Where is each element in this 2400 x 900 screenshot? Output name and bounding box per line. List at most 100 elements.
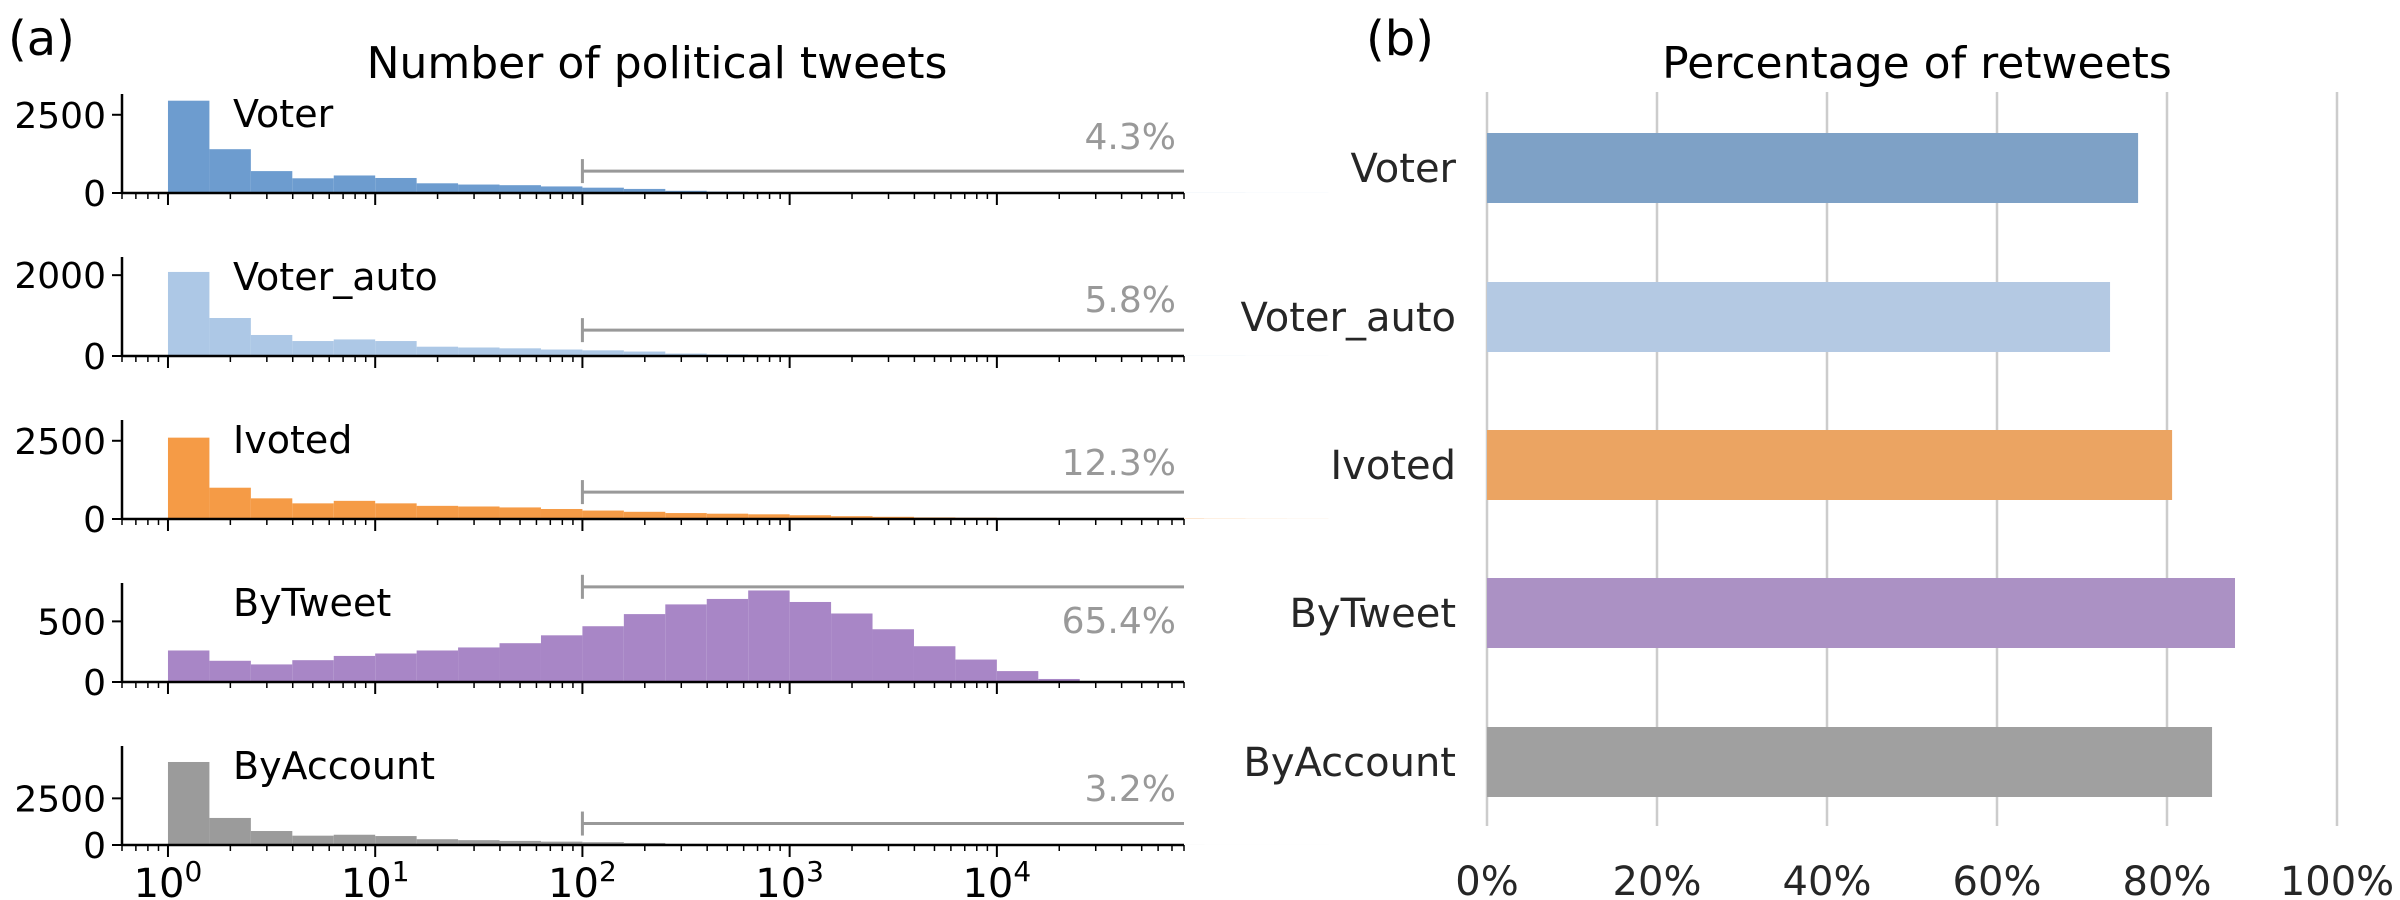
histogram-panel-ivoted: 0 2500 Ivoted 12.3% [14,418,1329,541]
retweet-bar [1487,727,2213,797]
histogram-bar [416,505,459,519]
histogram-bar [540,349,583,356]
histogram-bar [250,171,293,193]
x-tick-label: 20% [1613,859,1702,900]
retweet-bar [1487,430,2173,500]
histogram-bar [540,841,583,845]
histogram-bar [1038,678,1080,682]
category-label: Voter [1351,146,1457,192]
histogram-bar [375,653,417,682]
histogram-bar [375,177,417,193]
histogram-panel-label: Voter [233,92,334,136]
histogram-bar [623,511,666,519]
histogram-bar [623,614,666,682]
histogram-panel-voter: 0 2500 Voter 4.3% [14,92,1329,215]
histogram-bar [499,840,541,845]
histogram-bar [292,178,334,193]
y-tick-label: 0 [83,826,106,867]
histogram-bar [292,660,334,682]
histogram-panel-voter-auto: 0 2000 Voter_auto 5.8% [14,255,1329,378]
y-tick-label: 2000 [14,256,106,297]
y-tick-label: 0 [83,663,106,704]
histogram-bar [458,506,500,519]
histogram-bar [789,515,832,519]
histogram-bar [375,503,417,519]
histogram-bar [416,346,459,356]
histogram-bar [582,842,624,845]
share-annotation: 5.8% [1085,280,1176,321]
category-label: ByTweet [1289,591,1456,637]
share-annotation: 65.4% [1062,601,1176,642]
histogram-bar [167,271,210,356]
histogram-bar [582,350,624,356]
histogram-panel-bytweet: 0 500 ByTweet 65.4% [37,574,1185,704]
histogram-bar [831,613,873,682]
histogram-bar [996,671,1039,682]
histogram-bar [623,188,666,193]
histogram-bar [167,650,210,682]
histogram-panel-label: ByTweet [233,581,391,625]
histogram-bar [209,149,251,193]
histogram-bar [831,516,873,519]
x-tick-label: 103 [755,855,824,900]
histogram-bar [458,840,500,845]
histogram-bar [748,514,790,519]
histogram-bar [167,437,210,519]
histogram-bar [209,318,251,356]
histogram-bar [458,347,500,356]
retweet-bar [1487,282,2111,352]
histogram-bar [582,187,624,193]
retweet-bar [1487,578,2235,648]
histogram-panel-label: Voter_auto [233,255,438,299]
histogram-bar [789,601,832,682]
histogram-bar [540,635,583,682]
histogram-panel-label: ByAccount [233,744,435,788]
histogram-bar [748,590,790,682]
histogram-title: Number of political tweets [367,38,948,89]
share-annotation: 3.2% [1085,769,1176,810]
histogram-bar [540,186,583,193]
histogram-panels: 0 2500 Voter 4.3% 0 2000 Voter_auto 5.8% 0 2500 Iv… [14,92,1329,900]
y-tick-label: 2500 [14,422,106,463]
retweets-title: Percentage of retweets [1662,38,2172,89]
histogram-bar [167,100,210,193]
histogram-bar [292,835,334,845]
histogram-bar [872,629,914,682]
histogram-bar [913,646,956,682]
x-tick-label: 60% [1953,859,2042,900]
histogram-bar [333,834,376,845]
panel-b-label: (b) [1366,11,1434,67]
histogram-bar [416,839,459,845]
y-tick-label: 0 [83,337,106,378]
x-tick-label: 80% [2123,859,2212,900]
histogram-bar [416,650,459,682]
histogram-bar [416,183,459,193]
histogram-panel-byaccount: 0 2500 ByAccount 3.2% [14,744,1329,867]
histogram-bar [499,185,541,193]
histogram-bar [333,175,376,193]
histogram-bar [167,761,210,845]
x-tick-label: 100 [134,855,203,900]
histogram-bar [458,184,500,193]
share-annotation: 12.3% [1062,443,1176,484]
histogram-bar [623,351,666,356]
x-tick-label: 100% [2280,859,2394,900]
retweet-bar-chart: 0% 20% 40% 60% 80% 100% Voter Voter_auto Ivoted B… [1241,92,2394,900]
category-label: ByAccount [1243,740,1456,786]
category-label: Ivoted [1330,443,1456,489]
share-annotation: 4.3% [1085,117,1176,158]
histogram-bar [499,507,541,519]
histogram-bar [333,500,376,519]
y-tick-label: 2500 [14,96,106,137]
histogram-bar [375,836,417,845]
histogram-bar [582,626,624,682]
x-tick-label: 40% [1783,859,1872,900]
histogram-bar [250,664,293,682]
histogram-bar [375,341,417,356]
histogram-bar [209,487,251,519]
y-tick-label: 0 [83,500,106,541]
x-tick-label: 0% [1455,859,1518,900]
histogram-bar [250,831,293,845]
histogram-bar [292,503,334,519]
